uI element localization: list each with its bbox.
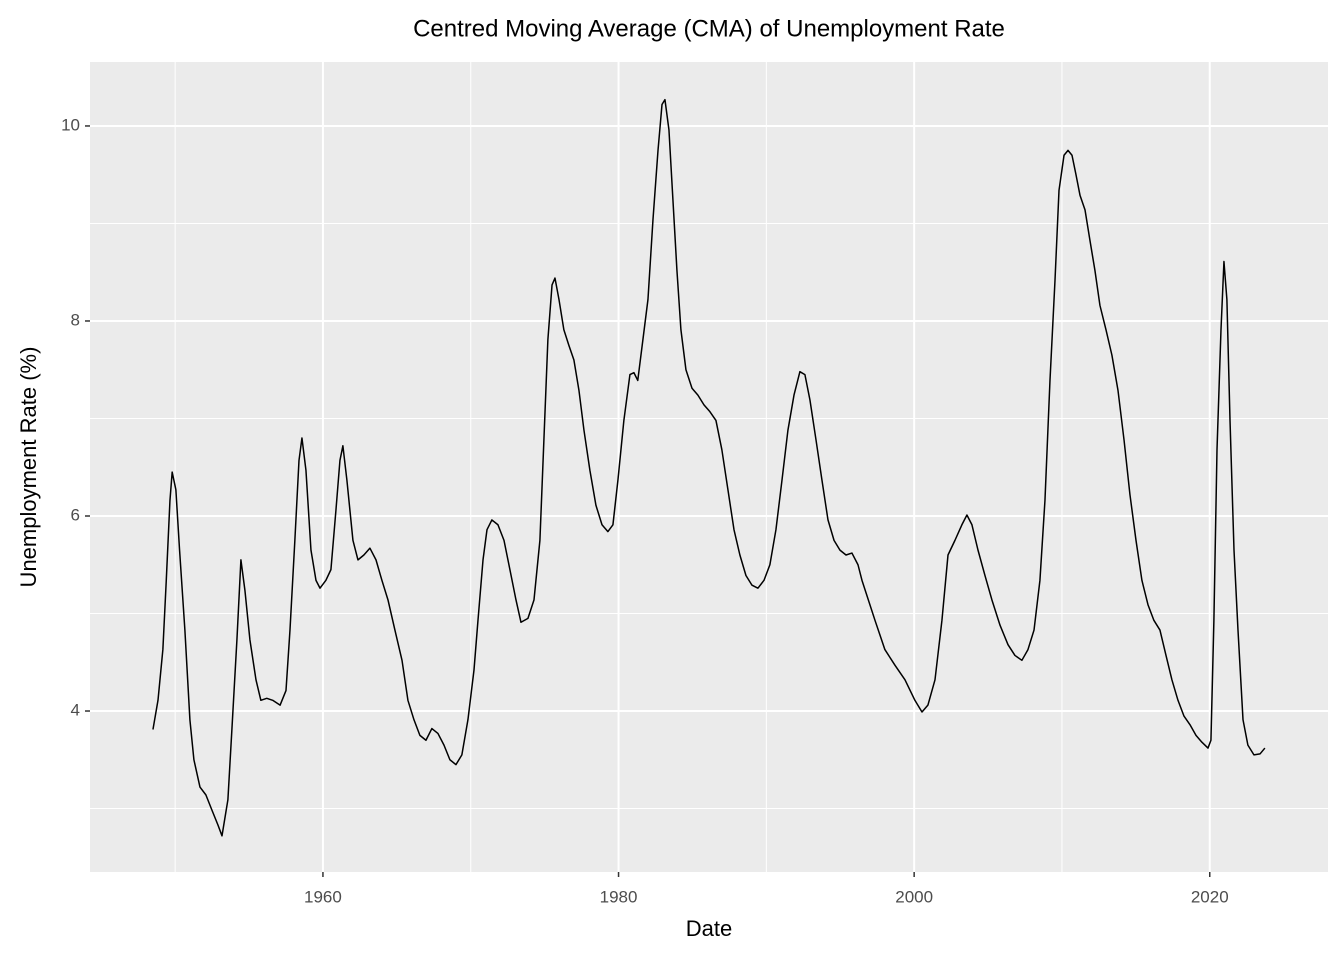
x-axis-label: Date (686, 916, 732, 941)
chart-title: Centred Moving Average (CMA) of Unemploy… (413, 15, 1005, 42)
y-tick-label: 6 (71, 505, 80, 524)
data-line (152, 98, 1266, 837)
y-tick-label: 4 (71, 700, 80, 719)
y-tick-label: 10 (61, 115, 80, 134)
x-tick-label: 2000 (895, 887, 933, 906)
x-tick-label: 2020 (1191, 887, 1229, 906)
plot-panel (90, 62, 1328, 872)
x-tick-label: 1980 (600, 887, 638, 906)
y-tick-label: 8 (71, 310, 80, 329)
x-tick-label: 1960 (304, 887, 342, 906)
y-axis-label: Unemployment Rate (%) (16, 347, 41, 588)
